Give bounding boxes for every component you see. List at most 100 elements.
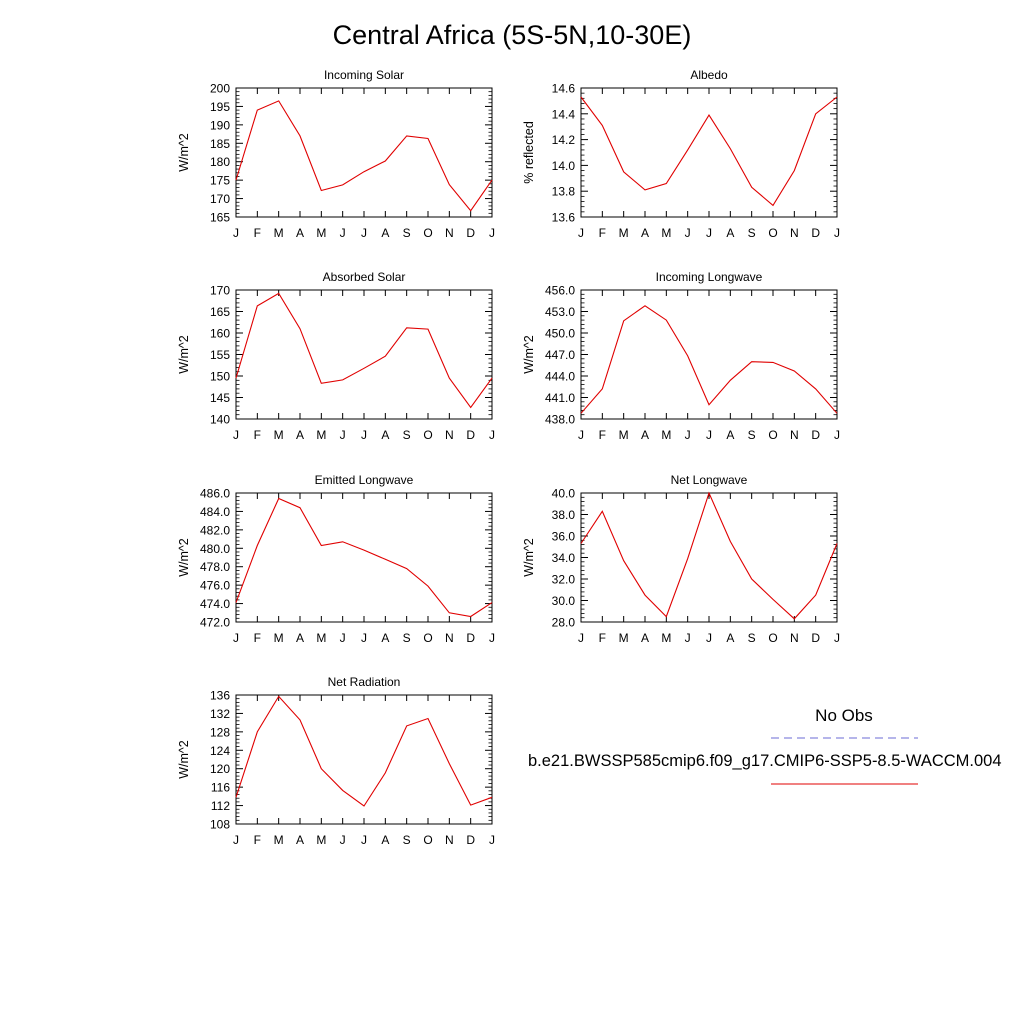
x-tick-label: A — [726, 226, 734, 240]
x-tick-label: J — [685, 428, 691, 442]
x-tick-label: O — [423, 833, 432, 847]
y-tick-label: 438.0 — [545, 413, 575, 427]
panel-title: Net Longwave — [671, 473, 748, 487]
series-line — [580, 491, 838, 620]
y-tick-label: 34.0 — [552, 551, 576, 565]
panel-title: Net Radiation — [328, 675, 401, 689]
series-line — [235, 292, 493, 409]
x-tick-label: J — [578, 428, 584, 442]
y-axis-label: % reflected — [522, 121, 536, 184]
y-tick-label: 170 — [210, 284, 230, 298]
x-tick-label: N — [445, 631, 454, 645]
y-axis-label: W/m^2 — [177, 740, 191, 779]
y-tick-label: 145 — [210, 391, 230, 405]
x-tick-label: J — [834, 631, 840, 645]
y-tick-label: 450.0 — [545, 327, 575, 341]
y-tick-label: 136 — [210, 689, 230, 703]
y-tick-label: 40.0 — [552, 487, 576, 501]
x-tick-label: S — [748, 631, 756, 645]
x-tick-label: O — [768, 428, 777, 442]
y-tick-label: 38.0 — [552, 508, 576, 522]
x-tick-label: J — [340, 631, 346, 645]
x-tick-label: J — [361, 428, 367, 442]
x-tick-label: D — [466, 631, 475, 645]
x-tick-label: M — [316, 226, 326, 240]
x-tick-label: J — [361, 226, 367, 240]
y-tick-label: 14.2 — [552, 133, 576, 147]
x-tick-label: J — [233, 833, 239, 847]
x-tick-label: M — [661, 631, 671, 645]
legend-model-label: b.e21.BWSSP585cmip6.f09_g17.CMIP6-SSP5-8… — [528, 752, 1002, 770]
y-tick-label: 140 — [210, 413, 230, 427]
y-tick-label: 13.6 — [552, 211, 576, 225]
x-tick-label: M — [316, 428, 326, 442]
x-tick-label: S — [403, 631, 411, 645]
x-tick-label: O — [768, 631, 777, 645]
y-tick-label: 30.0 — [552, 594, 576, 608]
y-tick-label: 112 — [211, 799, 230, 813]
x-tick-label: D — [466, 226, 475, 240]
x-tick-label: D — [811, 226, 820, 240]
y-tick-label: 120 — [210, 762, 230, 776]
panel-frame — [580, 289, 838, 420]
y-tick-label: 484.0 — [200, 505, 230, 519]
x-tick-label: F — [254, 428, 261, 442]
y-tick-label: 441.0 — [545, 391, 575, 405]
panel-frame — [235, 492, 493, 623]
x-tick-label: M — [274, 226, 284, 240]
x-tick-label: J — [361, 631, 367, 645]
x-tick-label: M — [619, 631, 629, 645]
y-tick-label: 14.0 — [552, 159, 576, 173]
series-line — [235, 695, 493, 807]
y-tick-label: 132 — [210, 707, 230, 721]
x-tick-label: M — [274, 428, 284, 442]
y-tick-label: 200 — [210, 82, 230, 96]
y-tick-label: 444.0 — [545, 370, 575, 384]
x-tick-label: J — [685, 226, 691, 240]
y-tick-label: 476.0 — [200, 579, 230, 593]
panel-frame — [235, 289, 493, 420]
y-tick-label: 14.6 — [552, 82, 576, 96]
y-tick-label: 453.0 — [545, 305, 575, 319]
x-tick-label: J — [340, 833, 346, 847]
x-tick-label: J — [706, 428, 712, 442]
y-tick-label: 36.0 — [552, 530, 576, 544]
y-axis-label: W/m^2 — [177, 538, 191, 577]
x-tick-label: N — [445, 833, 454, 847]
y-tick-label: 190 — [210, 118, 230, 132]
y-tick-label: 180 — [210, 155, 230, 169]
panel-title: Emitted Longwave — [315, 473, 414, 487]
y-tick-label: 116 — [211, 781, 230, 795]
panel-frame — [580, 87, 838, 218]
x-tick-label: D — [811, 631, 820, 645]
x-tick-label: J — [706, 226, 712, 240]
y-tick-label: 478.0 — [200, 560, 230, 574]
x-tick-label: F — [254, 226, 261, 240]
y-tick-label: 124 — [210, 744, 230, 758]
x-tick-label: A — [381, 833, 389, 847]
x-tick-label: N — [790, 226, 799, 240]
x-tick-label: N — [445, 428, 454, 442]
x-tick-label: O — [423, 428, 432, 442]
x-tick-label: J — [834, 428, 840, 442]
y-tick-label: 480.0 — [200, 542, 230, 556]
x-tick-label: J — [233, 226, 239, 240]
x-tick-label: A — [641, 226, 649, 240]
x-tick-label: D — [466, 428, 475, 442]
panel-title: Albedo — [690, 68, 728, 82]
x-tick-label: M — [619, 428, 629, 442]
x-tick-label: J — [578, 631, 584, 645]
y-tick-label: 28.0 — [552, 616, 576, 630]
x-tick-label: F — [254, 631, 261, 645]
x-tick-label: N — [790, 631, 799, 645]
x-tick-label: A — [381, 631, 389, 645]
x-tick-label: M — [661, 428, 671, 442]
panel-title: Incoming Solar — [324, 68, 404, 82]
x-tick-label: O — [768, 226, 777, 240]
y-tick-label: 108 — [210, 818, 230, 832]
y-tick-label: 472.0 — [200, 616, 230, 630]
